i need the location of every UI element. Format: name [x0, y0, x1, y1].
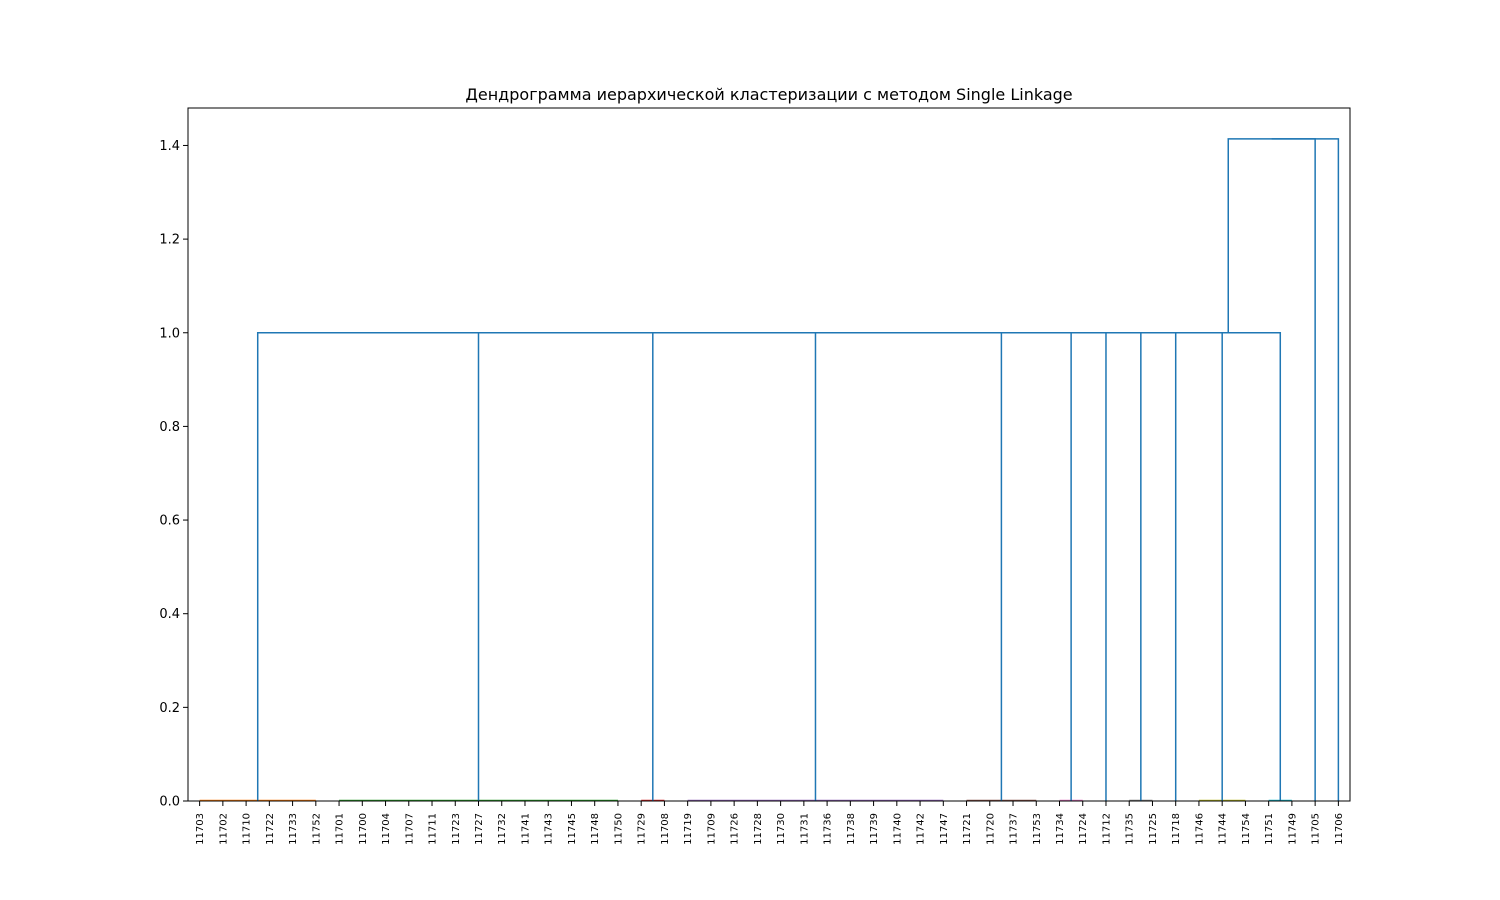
- leaf-label: 11720: [985, 813, 996, 845]
- leaf-label: 11731: [799, 813, 810, 845]
- leaf-label: 11722: [265, 813, 276, 845]
- leaf-label: 11711: [428, 813, 439, 845]
- leaf-label: 11701: [335, 813, 346, 845]
- merge-link: [1028, 332, 1142, 801]
- leaf-label: 11748: [590, 813, 601, 845]
- leaf-label: 11752: [311, 813, 322, 845]
- y-axis: 0.0 0.2 0.4 0.6 0.8 1.0 1.2 1.4: [159, 139, 188, 810]
- leaf-label: 11741: [520, 813, 531, 845]
- leaf-label: 11712: [1101, 813, 1112, 845]
- leaf-label: 11726: [730, 813, 741, 845]
- leaf-label: 11736: [823, 813, 834, 845]
- merge-link: [1271, 138, 1340, 801]
- merge-link: [1084, 332, 1177, 801]
- leaf-label: 11734: [1055, 813, 1066, 845]
- leaf-label: 11705: [1311, 813, 1322, 845]
- leaf-label: 11727: [474, 813, 485, 845]
- merge-link: [256, 332, 480, 801]
- leaf-label: 11706: [1334, 813, 1345, 845]
- y-tick-label: 0.8: [159, 420, 180, 435]
- leaf-label: 11738: [846, 813, 857, 845]
- dendrogram-links: [199, 138, 1340, 802]
- leaf-label: 11730: [776, 813, 787, 845]
- leaf-label: 11718: [1171, 813, 1182, 845]
- leaf-label: 11700: [358, 813, 369, 845]
- leaf-label: 11703: [195, 813, 206, 845]
- leaf-label: 11733: [288, 813, 299, 845]
- leaf-label: 11728: [753, 813, 764, 845]
- leaf-label: 11751: [1264, 813, 1275, 845]
- leaf-label: 11708: [660, 813, 671, 845]
- leaf-label: 11721: [962, 813, 973, 845]
- leaf-label: 11732: [497, 813, 508, 845]
- leaf-label: 11707: [404, 813, 415, 845]
- leaf-label: 11754: [1241, 813, 1252, 845]
- y-tick-label: 0.6: [159, 514, 180, 529]
- plot-frame: [187, 107, 1351, 802]
- y-tick-label: 0.2: [159, 701, 180, 716]
- leaf-label: 11702: [218, 813, 229, 845]
- merge-link: [832, 332, 1072, 801]
- leaf-label: 11724: [1078, 813, 1089, 845]
- leaf-label: 11725: [1148, 813, 1159, 845]
- leaf-label: 11747: [939, 813, 950, 845]
- leaf-label: 11744: [1218, 813, 1229, 845]
- leaf-label: 11729: [637, 813, 648, 845]
- leaf-label: 11709: [706, 813, 717, 845]
- merge-link: [1227, 138, 1316, 801]
- y-tick-label: 0.4: [159, 607, 180, 622]
- leaf-label: 11753: [1032, 813, 1043, 845]
- y-tick-label: 1.0: [159, 326, 180, 341]
- merge-link: [510, 332, 817, 801]
- merge-link: [368, 332, 654, 801]
- chart-title: Дендрограмма иерархической кластеризации…: [465, 85, 1072, 104]
- leaf-label: 11745: [567, 813, 578, 845]
- leaf-label: 11735: [1125, 813, 1136, 845]
- y-tick-label: 0.0: [159, 795, 180, 810]
- leaf-label: 11704: [381, 813, 392, 845]
- y-tick-label: 1.2: [159, 233, 180, 248]
- leaf-label: 11749: [1287, 813, 1298, 845]
- leaf-label: 11719: [683, 813, 694, 845]
- merge-link: [951, 332, 1107, 801]
- leaf-label: 11750: [613, 813, 624, 845]
- y-tick-label: 1.4: [159, 139, 180, 154]
- merge-link: [1176, 332, 1282, 801]
- leaf-label: 11740: [892, 813, 903, 845]
- leaf-label: 11742: [916, 813, 927, 845]
- leaf-label: 11737: [1009, 813, 1020, 845]
- leaf-label: 11710: [242, 813, 253, 845]
- x-axis: 11703 11702 11710 11722 11733 11752 11701 11700…: [195, 801, 1345, 845]
- leaf-label: 11743: [544, 813, 555, 845]
- merge-link: [662, 332, 1003, 801]
- leaf-label: 11739: [869, 813, 880, 845]
- leaf-label: 11723: [451, 813, 462, 845]
- leaf-label: 11746: [1194, 813, 1205, 845]
